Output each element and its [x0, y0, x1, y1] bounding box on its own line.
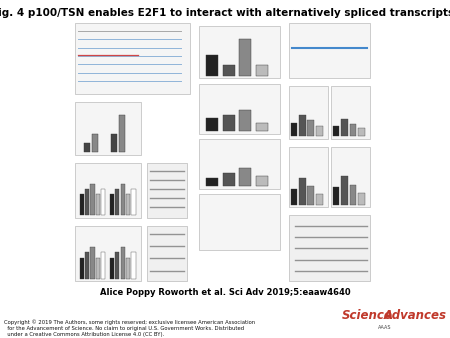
Text: Fig. 4 p100/TSN enables E2F1 to interact with alternatively spliced transcripts.: Fig. 4 p100/TSN enables E2F1 to interact… [0, 8, 450, 19]
Bar [289, 23, 370, 78]
Bar [75, 102, 141, 155]
Bar [341, 176, 348, 205]
Bar [115, 252, 119, 279]
Bar [111, 134, 117, 152]
Bar [256, 176, 268, 186]
Bar [148, 226, 187, 281]
Bar [289, 215, 370, 281]
Bar [223, 65, 235, 76]
Bar [80, 258, 84, 279]
Bar [350, 185, 356, 205]
Bar [358, 193, 365, 205]
Bar [239, 39, 252, 76]
Bar [131, 189, 135, 215]
Bar [148, 163, 187, 218]
Bar [101, 252, 105, 279]
Bar [75, 163, 141, 218]
Bar [110, 194, 114, 215]
Bar [198, 83, 280, 134]
Bar [96, 258, 100, 279]
Bar [256, 65, 268, 76]
Bar [333, 188, 339, 205]
Bar [92, 134, 98, 152]
Bar [121, 184, 125, 215]
Bar [126, 194, 130, 215]
Bar [239, 110, 252, 131]
Bar [289, 147, 328, 208]
Bar [223, 115, 235, 131]
Bar [316, 126, 323, 136]
Bar [75, 23, 189, 94]
Bar [291, 123, 297, 136]
Text: Copyright © 2019 The Authors, some rights reserved; exclusive licensee American : Copyright © 2019 The Authors, some right… [4, 319, 256, 337]
Bar [101, 189, 105, 215]
Bar [316, 194, 323, 205]
Bar [119, 115, 125, 152]
Bar [90, 184, 94, 215]
Bar [291, 189, 297, 205]
Bar [110, 258, 114, 279]
Text: Advances: Advances [384, 309, 447, 321]
Bar [299, 178, 306, 205]
Bar [198, 26, 280, 78]
Bar [80, 194, 84, 215]
Bar [307, 120, 314, 136]
Bar [96, 194, 100, 215]
Bar [239, 168, 252, 186]
Text: Science: Science [342, 309, 393, 321]
Bar [206, 54, 218, 76]
Bar [121, 247, 125, 279]
Bar [115, 189, 119, 215]
Bar [331, 147, 370, 208]
Bar [126, 258, 130, 279]
Text: AAAS: AAAS [378, 325, 392, 330]
Bar [289, 86, 328, 139]
Bar [333, 126, 339, 136]
Bar [350, 124, 356, 136]
Bar [358, 128, 365, 136]
Bar [299, 115, 306, 136]
Bar [331, 86, 370, 139]
Bar [131, 252, 135, 279]
Bar [206, 118, 218, 131]
Bar [198, 194, 280, 250]
Bar [206, 178, 218, 186]
Bar [75, 226, 141, 281]
Bar [90, 247, 94, 279]
Bar [223, 173, 235, 186]
Bar [84, 143, 90, 152]
Bar [341, 119, 348, 136]
Bar [307, 186, 314, 205]
Bar [256, 123, 268, 131]
Bar [85, 252, 89, 279]
Text: Alice Poppy Roworth et al. Sci Adv 2019;5:eaaw4640: Alice Poppy Roworth et al. Sci Adv 2019;… [100, 288, 350, 297]
Bar [198, 139, 280, 189]
Bar [85, 189, 89, 215]
